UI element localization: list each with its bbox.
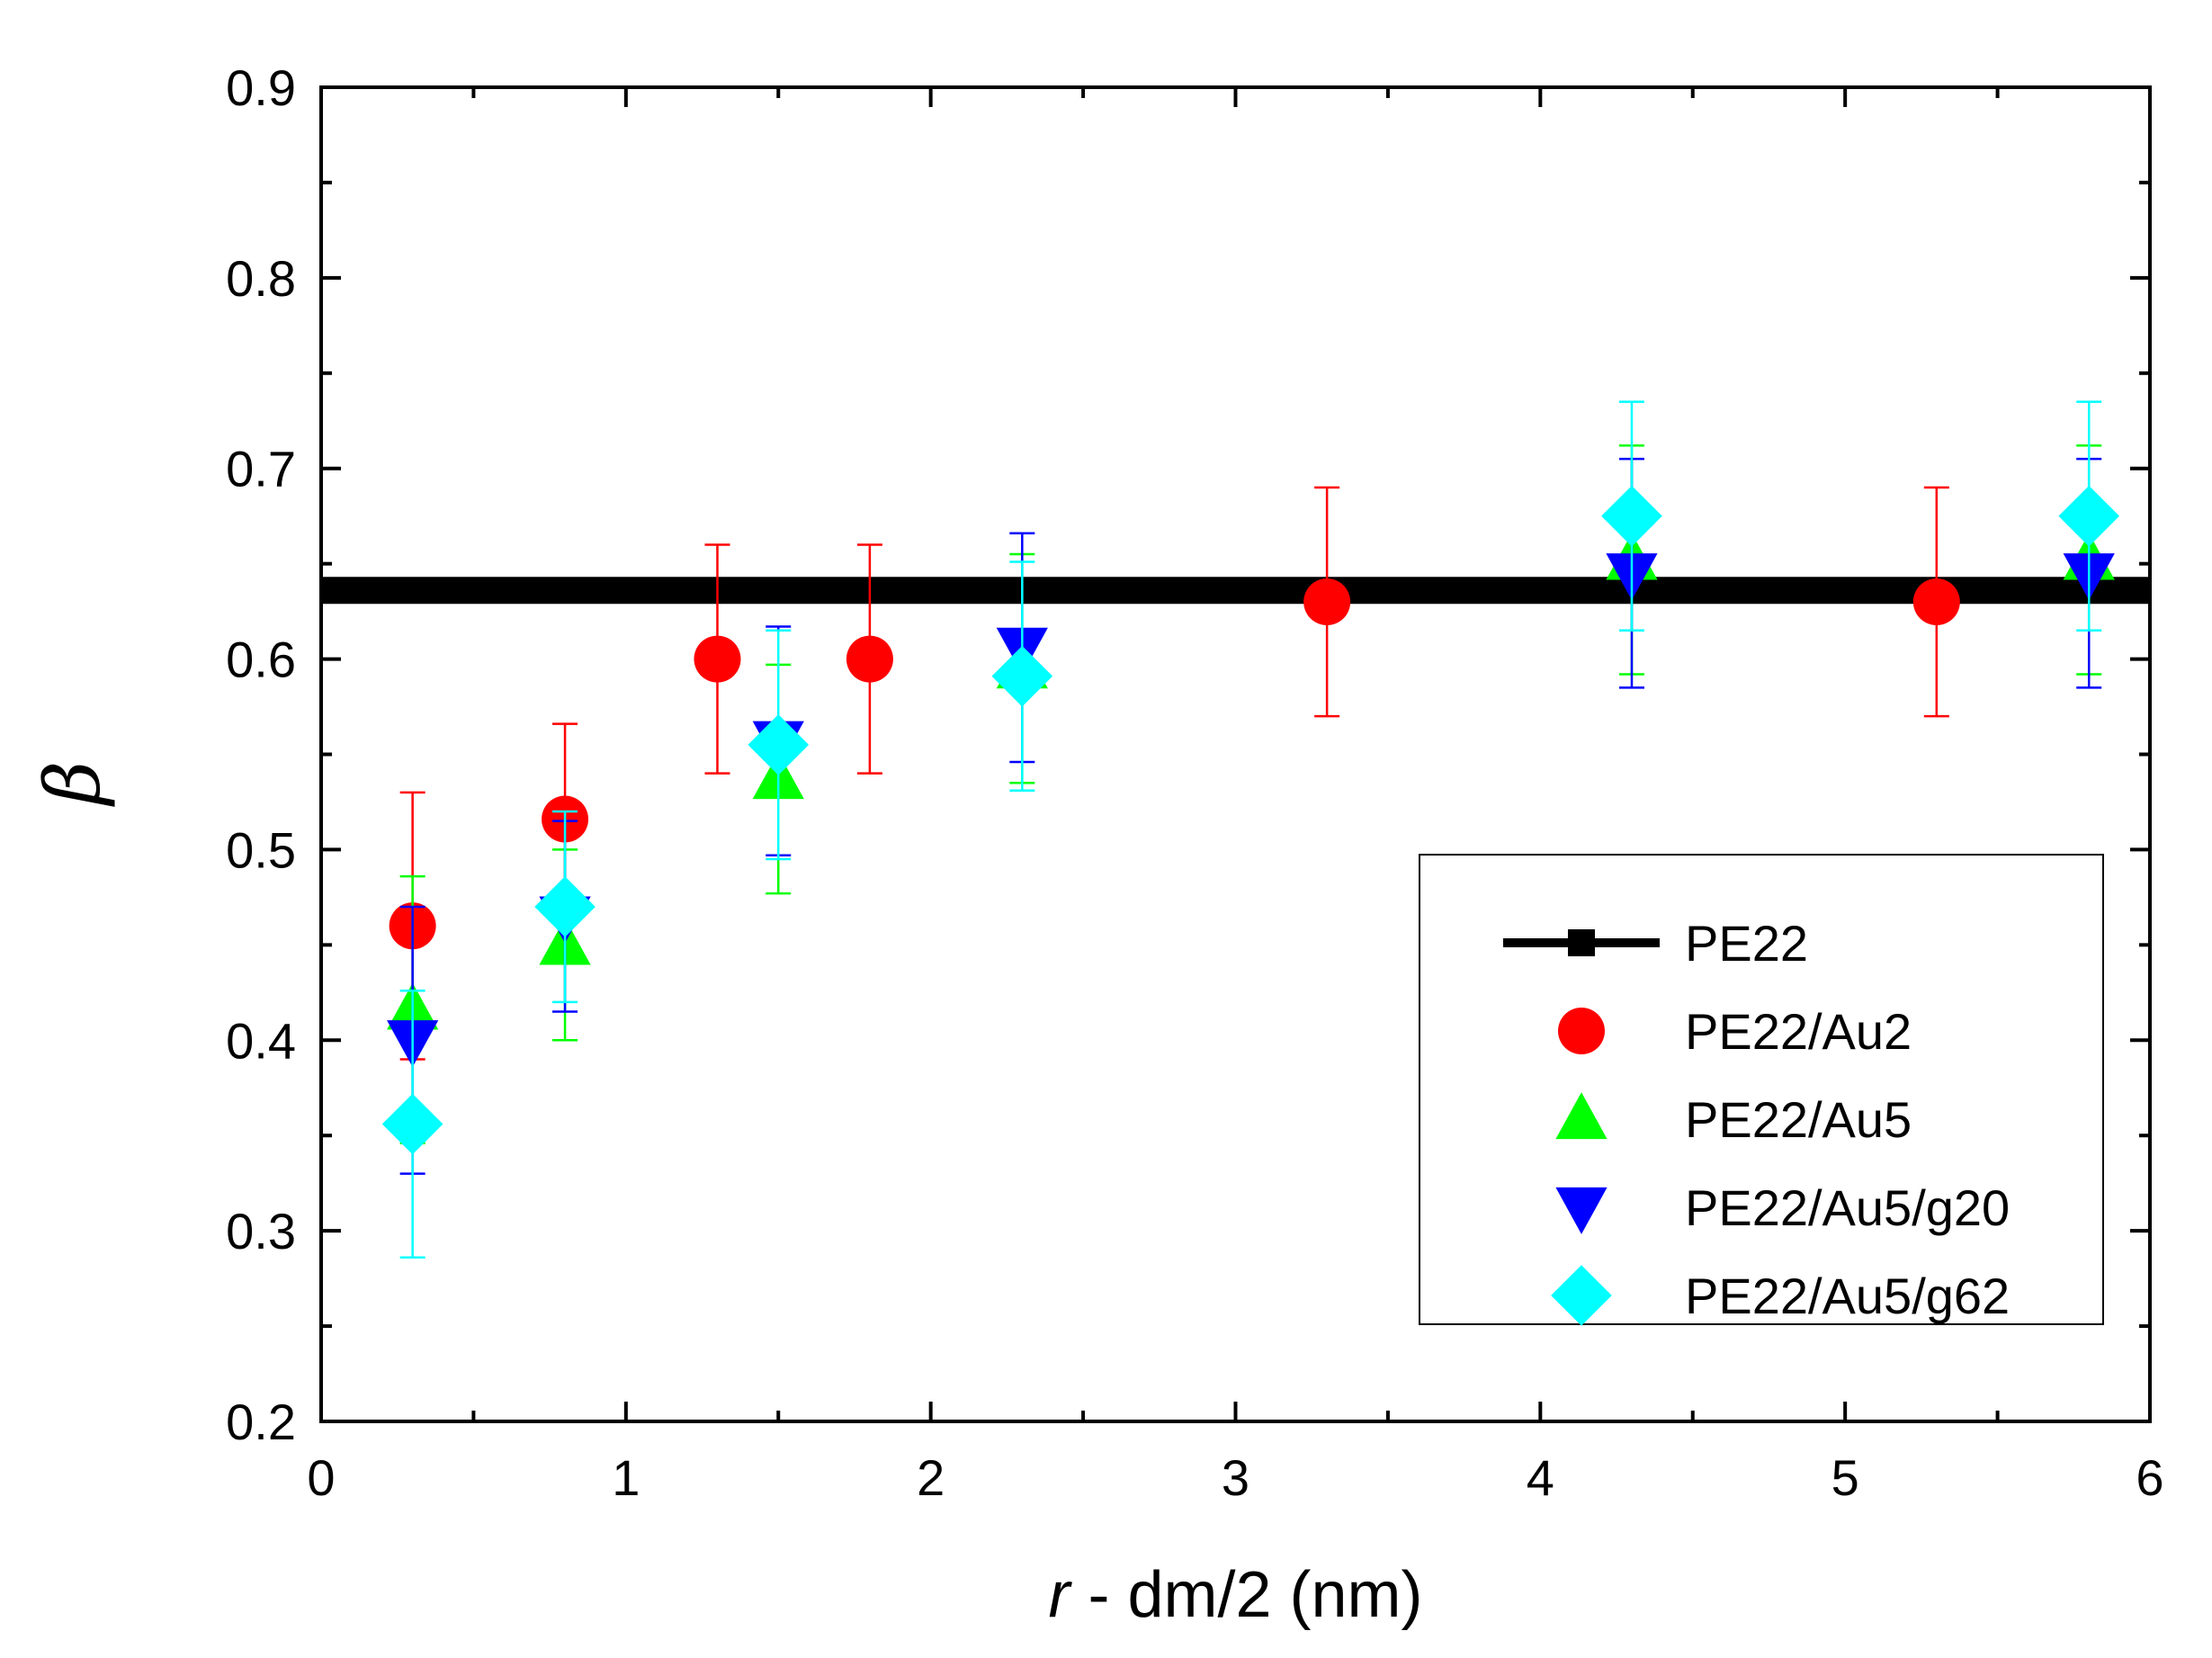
series-pe22-au5-g62 bbox=[381, 400, 2120, 1259]
legend-item: PE22/Au5/g20 bbox=[1555, 1179, 2010, 1236]
y-tick-label: 0.3 bbox=[226, 1203, 296, 1259]
y-tick-label: 0.6 bbox=[226, 632, 296, 688]
data-point bbox=[381, 1093, 443, 1155]
x-tick-label: 6 bbox=[2136, 1449, 2163, 1506]
legend-item: PE22/Au5 bbox=[1555, 1091, 1912, 1148]
y-tick-label: 0.9 bbox=[226, 59, 296, 116]
legend-marker bbox=[1555, 1092, 1608, 1140]
series-layer bbox=[321, 400, 2150, 1259]
x-axis-label: r - dm/2 (nm) bbox=[1048, 1559, 1422, 1631]
legend-box bbox=[1419, 854, 2104, 1325]
y-tick-label: 0.8 bbox=[226, 250, 296, 307]
data-point bbox=[748, 714, 810, 775]
x-tick-label: 4 bbox=[1527, 1449, 1554, 1506]
data-point bbox=[991, 645, 1053, 707]
legend-marker bbox=[1555, 1187, 1608, 1234]
legend-item: PE22 bbox=[1503, 915, 1808, 972]
y-tick-label: 0.5 bbox=[226, 821, 296, 878]
axis-ticks: 0 1 2 3 4 5 6 0.2 0.3 0.4 0.5 0.6 0.7 0.8 0.9 bbox=[226, 59, 2163, 1506]
legend-label: PE22/Au5/g62 bbox=[1685, 1268, 2010, 1324]
legend-label: PE22/Au5 bbox=[1685, 1091, 1912, 1148]
legend-marker bbox=[1568, 929, 1595, 956]
legend-label: PE22/Au5/g20 bbox=[1685, 1179, 2010, 1236]
data-point bbox=[846, 635, 893, 683]
legend: PE22 PE22/Au2 PE22/Au5 PE22/Au5/g20 PE22/Au5… bbox=[1419, 854, 2104, 1326]
data-point bbox=[694, 635, 741, 683]
x-tick-label: 1 bbox=[612, 1449, 640, 1506]
x-axis-label-rest: - dm/2 (nm) bbox=[1070, 1559, 1422, 1631]
data-point bbox=[534, 876, 596, 937]
legend-item: PE22/Au2 bbox=[1558, 1003, 1912, 1060]
legend-label: PE22/Au2 bbox=[1685, 1003, 1912, 1060]
legend-marker bbox=[1558, 1008, 1605, 1054]
y-tick-label: 0.7 bbox=[226, 441, 296, 497]
series-pe22-au2 bbox=[389, 486, 1960, 1061]
legend-label: PE22 bbox=[1685, 915, 1808, 972]
x-tick-label: 5 bbox=[1831, 1449, 1859, 1506]
data-point bbox=[1601, 485, 1662, 547]
legend-marker bbox=[1551, 1265, 1612, 1326]
x-axis-label-variable: r bbox=[1048, 1559, 1072, 1631]
x-tick-label: 2 bbox=[917, 1449, 945, 1506]
x-tick-label: 0 bbox=[307, 1449, 335, 1506]
y-tick-label: 0.2 bbox=[226, 1394, 296, 1450]
x-tick-label: 3 bbox=[1222, 1449, 1249, 1506]
y-axis-label: β bbox=[29, 761, 117, 808]
data-point bbox=[1912, 578, 1960, 626]
data-point bbox=[1303, 578, 1351, 626]
y-tick-label: 0.4 bbox=[226, 1012, 296, 1069]
legend-item: PE22/Au5/g62 bbox=[1551, 1265, 2010, 1326]
data-point bbox=[2058, 485, 2120, 547]
